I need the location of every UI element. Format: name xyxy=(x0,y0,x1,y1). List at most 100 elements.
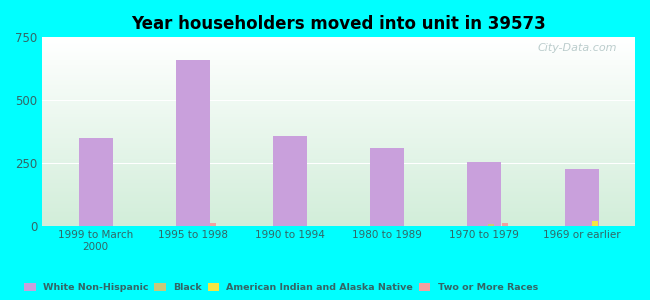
Bar xyxy=(42,67,635,68)
Bar xyxy=(42,189,635,190)
Bar xyxy=(42,109,635,110)
Bar xyxy=(42,171,635,172)
Bar xyxy=(42,62,635,63)
Bar xyxy=(42,212,635,213)
Bar xyxy=(42,158,635,159)
Bar xyxy=(42,133,635,134)
Bar xyxy=(42,182,635,183)
Bar xyxy=(42,90,635,91)
Bar xyxy=(42,202,635,203)
Bar xyxy=(42,104,635,105)
Bar xyxy=(42,154,635,155)
Bar xyxy=(42,40,635,41)
Bar xyxy=(42,176,635,177)
Bar xyxy=(42,187,635,188)
Bar xyxy=(42,153,635,154)
Bar xyxy=(42,60,635,61)
Text: City-Data.com: City-Data.com xyxy=(538,43,618,53)
Bar xyxy=(42,157,635,158)
Bar xyxy=(42,211,635,212)
Bar xyxy=(42,144,635,145)
Bar xyxy=(42,128,635,129)
Bar xyxy=(42,150,635,151)
Bar xyxy=(42,215,635,216)
Bar xyxy=(42,50,635,51)
Bar xyxy=(42,224,635,225)
Bar xyxy=(42,141,635,142)
Bar xyxy=(42,165,635,166)
Bar xyxy=(42,63,635,64)
Bar xyxy=(42,97,635,98)
Bar xyxy=(42,91,635,92)
Bar xyxy=(42,114,635,115)
Bar xyxy=(42,89,635,90)
Bar xyxy=(42,42,635,43)
Bar xyxy=(42,160,635,161)
Bar xyxy=(42,80,635,81)
Bar xyxy=(42,178,635,179)
Bar xyxy=(42,151,635,152)
Bar xyxy=(42,120,635,121)
Bar xyxy=(42,55,635,56)
Bar xyxy=(42,185,635,186)
Bar xyxy=(42,83,635,84)
Bar xyxy=(42,167,635,168)
Bar xyxy=(42,126,635,127)
Bar xyxy=(42,98,635,99)
Bar xyxy=(42,214,635,215)
Bar xyxy=(42,38,635,39)
Bar xyxy=(42,47,635,48)
Bar xyxy=(42,166,635,167)
Bar xyxy=(176,60,210,226)
Bar xyxy=(42,135,635,136)
Bar xyxy=(565,169,599,226)
Bar xyxy=(42,52,635,53)
Bar xyxy=(42,198,635,199)
Bar xyxy=(42,76,635,77)
Bar xyxy=(42,222,635,223)
Bar xyxy=(42,71,635,72)
Bar xyxy=(42,136,635,137)
Bar xyxy=(42,87,635,88)
Bar xyxy=(210,223,216,226)
Bar xyxy=(42,204,635,205)
Bar xyxy=(42,41,635,42)
Bar xyxy=(42,73,635,74)
Bar xyxy=(42,103,635,104)
Bar xyxy=(42,180,635,181)
Bar xyxy=(42,183,635,184)
Bar xyxy=(42,44,635,45)
Bar xyxy=(42,96,635,97)
Bar xyxy=(42,78,635,79)
Bar xyxy=(42,79,635,80)
Bar xyxy=(42,147,635,148)
Bar xyxy=(42,102,635,103)
Bar xyxy=(42,48,635,49)
Bar xyxy=(42,223,635,224)
Bar xyxy=(42,75,635,76)
Bar xyxy=(42,99,635,101)
Bar xyxy=(42,195,635,196)
Bar xyxy=(42,69,635,70)
Bar xyxy=(42,213,635,214)
Bar xyxy=(42,161,635,163)
Bar xyxy=(42,184,635,185)
Bar xyxy=(42,88,635,89)
Bar xyxy=(42,199,635,200)
Bar xyxy=(42,106,635,107)
Bar xyxy=(42,207,635,208)
Bar xyxy=(42,110,635,111)
Bar xyxy=(42,70,635,71)
Bar xyxy=(42,173,635,174)
Bar xyxy=(488,224,494,226)
Bar xyxy=(42,95,635,96)
Bar xyxy=(42,192,635,193)
Bar xyxy=(42,43,635,44)
Bar xyxy=(42,121,635,122)
Bar xyxy=(42,218,635,219)
Bar xyxy=(42,132,635,133)
Title: Year householders moved into unit in 39573: Year householders moved into unit in 395… xyxy=(131,15,546,33)
Bar xyxy=(42,56,635,57)
Bar xyxy=(42,209,635,211)
Bar xyxy=(42,188,635,189)
